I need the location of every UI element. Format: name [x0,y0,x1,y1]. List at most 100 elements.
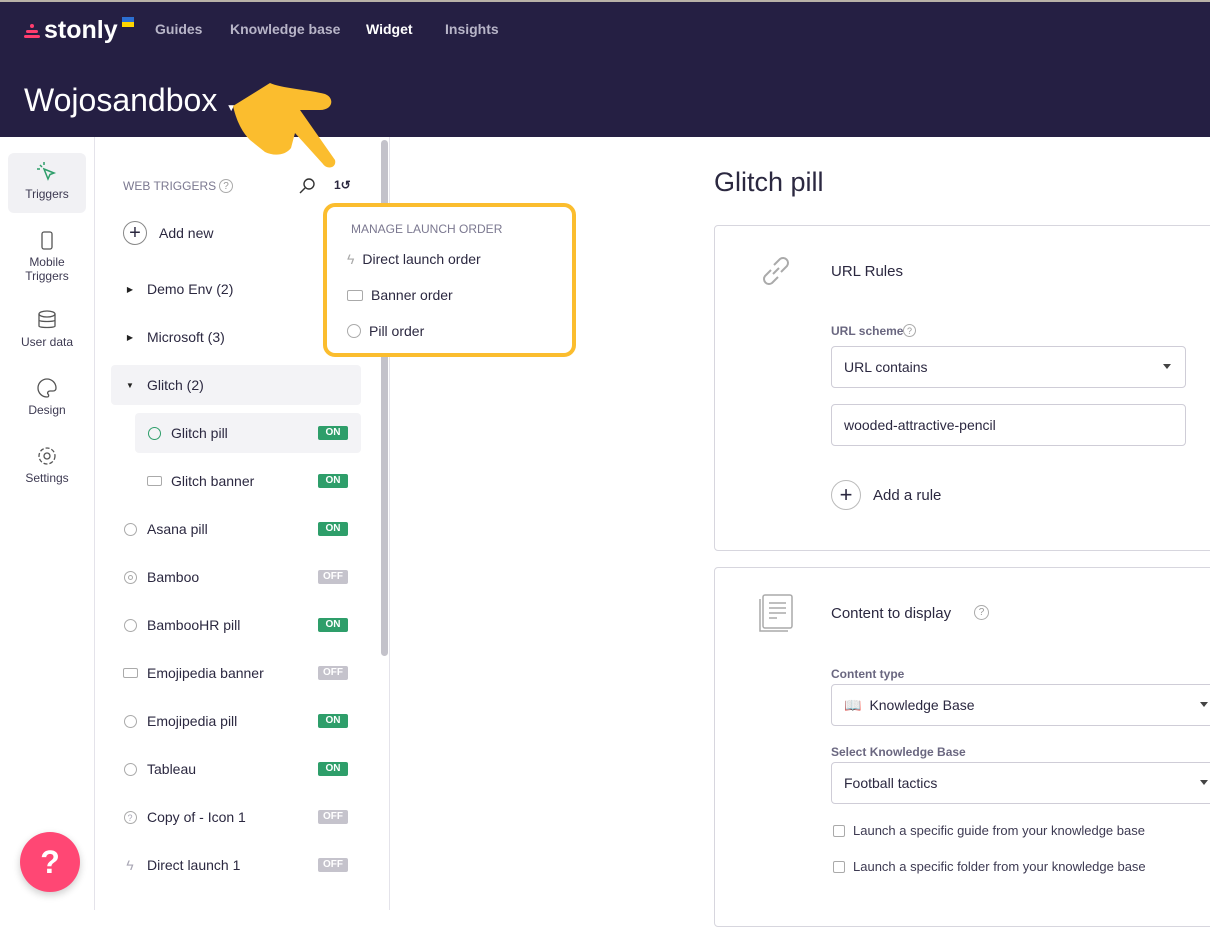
trigger-row[interactable]: ϟ Direct launch 1 OFF [111,845,361,885]
folder-row[interactable]: ▶ Microsoft (3) [111,317,361,357]
status-toggle[interactable]: OFF [318,666,348,680]
url-scheme-value: URL contains [844,359,928,375]
pill-icon [119,762,141,776]
help-button[interactable]: ? [20,832,80,892]
checkbox[interactable] [833,860,845,873]
document-icon [759,594,793,632]
menu-item-direct-launch-order[interactable]: ϟ Direct launch order [347,251,481,267]
database-icon [38,310,56,329]
status-toggle[interactable]: OFF [318,810,348,824]
status-toggle[interactable]: ON [318,618,348,632]
checkbox-label: Launch a specific guide from your knowle… [853,823,1145,838]
row-label: Copy of - Icon 1 [147,809,246,825]
help-circle-icon[interactable]: ? [219,179,233,193]
trigger-row[interactable]: BambooHR pill ON [111,605,361,645]
workspace-selector[interactable]: Wojosandbox ▼ [24,82,236,119]
trigger-row[interactable]: Asana pill ON [111,509,361,549]
pointing-hand-annotation [233,83,336,168]
book-icon: 📖 [844,696,862,713]
trigger-row[interactable]: Emojipedia pill ON [111,701,361,741]
url-scheme-label: URL scheme [831,324,904,338]
row-label: Tableau [147,761,197,777]
content-card: Content to display ? Content type 📖 Knowl… [714,567,1210,927]
status-toggle[interactable]: ON [318,522,348,536]
target-icon [119,570,141,584]
row-label: Direct launch 1 [147,857,241,873]
menu-item-pill-order[interactable]: Pill order [347,323,424,339]
workspace-name: Wojosandbox [24,82,218,118]
kb-value: Football tactics [844,775,938,791]
status-toggle[interactable]: ON [318,474,348,488]
row-label: Asana pill [147,521,208,537]
checkbox[interactable] [833,824,845,837]
status-toggle[interactable]: OFF [318,570,348,584]
trigger-row[interactable]: Emojipedia banner OFF [111,653,361,693]
trigger-row[interactable]: ? Copy of - Icon 1 OFF [111,797,361,837]
banner-icon [143,476,165,486]
menu-item-label: Direct launch order [362,251,481,267]
url-value: wooded-attractive-pencil [844,417,996,433]
help-circle-icon[interactable]: ? [974,605,989,620]
status-toggle[interactable]: ON [318,426,348,440]
row-label: Glitch (2) [147,377,204,393]
ukraine-flag-icon [121,16,134,27]
trigger-row[interactable]: Glitch pill ON [135,413,361,453]
checkbox-label: Launch a specific folder from your knowl… [853,859,1146,874]
leftnav-triggers[interactable]: Triggers [8,153,86,213]
caret-down-icon [1200,702,1208,711]
launch-folder-checkbox[interactable]: Launch a specific folder from your knowl… [833,859,1146,874]
add-new-button[interactable]: + Add new [123,221,213,245]
banner-icon [119,668,141,678]
row-label: Bamboo [147,569,200,585]
menu-item-banner-order[interactable]: Banner order [347,287,453,303]
banner-icon [347,289,363,301]
kb-select[interactable]: Football tactics [831,762,1210,804]
pill-icon [119,522,141,536]
search-icon[interactable] [298,177,316,195]
leftnav-settings[interactable]: Settings [8,437,86,497]
url-rules-title: URL Rules [831,263,903,280]
leftnav-user-data[interactable]: User data [8,301,86,361]
stonly-logo[interactable]: stonly [24,16,134,45]
logo-icon [24,23,40,38]
palette-icon [37,378,57,398]
trigger-row[interactable]: Bamboo OFF [111,557,361,597]
trigger-row[interactable]: Glitch banner ON [135,461,361,501]
nav-guides[interactable]: Guides [155,21,203,37]
add-rule-button[interactable]: + Add a rule [831,480,941,510]
url-scheme-select[interactable]: URL contains [831,346,1186,388]
leftnav-mobile-triggers[interactable]: Mobile Triggers [8,221,86,291]
kb-label: Select Knowledge Base [831,745,966,759]
caret-down-icon [1163,364,1171,373]
web-triggers-heading: WEB TRIGGERS [123,179,217,193]
nav-widget[interactable]: Widget [366,21,413,37]
folder-row[interactable]: ▼ Glitch (2) [111,365,361,405]
status-toggle[interactable]: OFF [318,858,348,872]
content-type-value: Knowledge Base [869,697,975,713]
help-circle-icon[interactable]: ? [903,324,916,337]
nav-insights[interactable]: Insights [445,21,499,37]
caret-right-icon[interactable]: ▶ [126,284,134,294]
nav-knowledge-base[interactable]: Knowledge base [230,21,341,37]
left-nav: Triggers Mobile Triggers User data Desig… [0,137,95,910]
caret-down-icon: ▼ [226,103,237,114]
bolt-icon: ϟ [126,857,134,873]
status-toggle[interactable]: ON [318,714,348,728]
row-label: Glitch pill [171,425,228,441]
caret-down-icon[interactable]: ▼ [126,380,134,390]
launch-order-icon[interactable]: 1↺ [334,178,351,192]
url-input[interactable]: wooded-attractive-pencil [831,404,1186,446]
add-rule-label: Add a rule [873,486,942,504]
row-label: Glitch banner [171,473,255,489]
trigger-row[interactable]: Tableau ON [111,749,361,789]
row-label: Demo Env (2) [147,281,234,297]
leftnav-design[interactable]: Design [8,369,86,429]
launch-guide-checkbox[interactable]: Launch a specific guide from your knowle… [833,823,1145,838]
caret-right-icon[interactable]: ▶ [126,332,134,342]
content-type-select[interactable]: 📖 Knowledge Base [831,684,1210,726]
launch-order-menu: MANAGE LAUNCH ORDER ϟ Direct launch order… [323,203,576,357]
list-scrollbar[interactable] [381,140,388,656]
folder-row[interactable]: ▶ Demo Env (2) [111,269,361,309]
status-toggle[interactable]: ON [318,762,348,776]
cursor-click-icon [37,162,57,181]
